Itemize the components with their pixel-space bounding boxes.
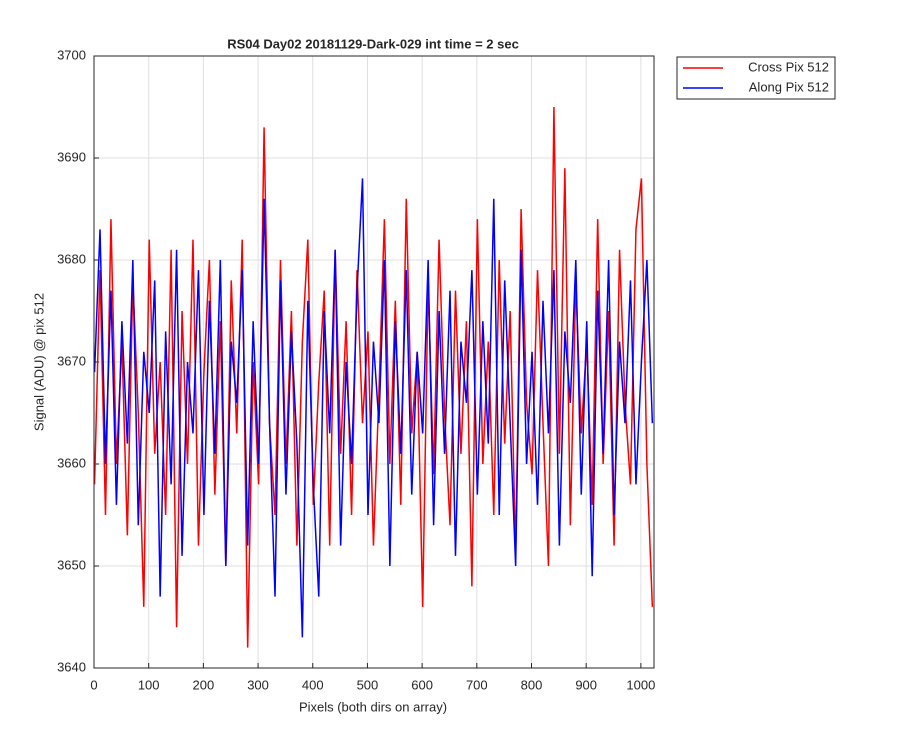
- y-tick-label: 3680: [57, 251, 86, 266]
- x-tick-label: 400: [302, 677, 324, 692]
- x-tick-label: 300: [247, 677, 269, 692]
- x-tick-label: 800: [521, 677, 543, 692]
- plot-frame: [93, 55, 655, 669]
- legend-label: Along Pix 512: [749, 79, 829, 94]
- y-tick-label: 3700: [57, 47, 86, 62]
- x-tick-label: 900: [575, 677, 597, 692]
- x-tick-label: 700: [466, 677, 488, 692]
- x-tick-label: 200: [193, 677, 215, 692]
- x-tick-label: 500: [357, 677, 379, 692]
- y-tick-label: 3660: [57, 455, 86, 470]
- chart-title: RS04 Day02 20181129-Dark-029 int time = …: [227, 36, 519, 51]
- y-tick-label: 3690: [57, 149, 86, 164]
- x-tick-label: 600: [411, 677, 433, 692]
- y-axis-label: Signal (ADU) @ pix 512: [31, 293, 46, 431]
- y-tick-label: 3650: [57, 557, 86, 572]
- x-tick-label: 1000: [626, 677, 655, 692]
- legend-box: [676, 56, 836, 100]
- x-axis-label: Pixels (both dirs on array): [299, 699, 447, 714]
- data-line: [93, 106, 654, 648]
- x-tick-label: 0: [90, 677, 97, 692]
- data-line: [93, 178, 654, 638]
- y-tick-label: 3640: [57, 659, 86, 674]
- y-tick-label: 3670: [57, 353, 86, 368]
- legend-label: Cross Pix 512: [748, 59, 829, 74]
- x-tick-label: 100: [138, 677, 160, 692]
